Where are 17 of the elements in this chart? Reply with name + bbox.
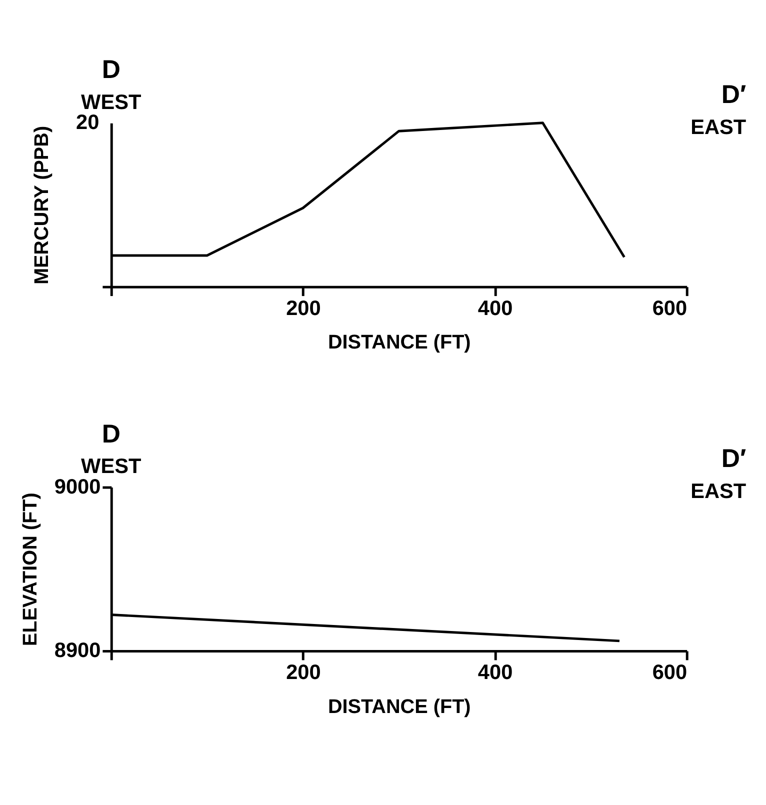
x-tick-label: 200 (286, 661, 321, 684)
text: D′ (721, 445, 746, 474)
text: D′ (721, 81, 746, 110)
y-tick-label: 8900 (54, 639, 101, 662)
y-axis-title: MERCURY (PPB) (30, 126, 53, 285)
x-tick-label: 600 (652, 296, 688, 320)
y-axis-title: ELEVATION (FT) (19, 492, 42, 646)
x-tick-label: 400 (478, 296, 513, 320)
text: D (102, 56, 120, 84)
x-tick-label: 600 (652, 661, 688, 684)
x-axis-title: DISTANCE (FT) (328, 696, 471, 718)
text: EAST (690, 116, 746, 139)
x-tick-label: 400 (478, 661, 513, 684)
x-axis-title: DISTANCE (FT) (328, 332, 471, 354)
text: D (102, 420, 120, 448)
x-tick-label: 200 (286, 296, 321, 320)
text: EAST (690, 480, 746, 503)
